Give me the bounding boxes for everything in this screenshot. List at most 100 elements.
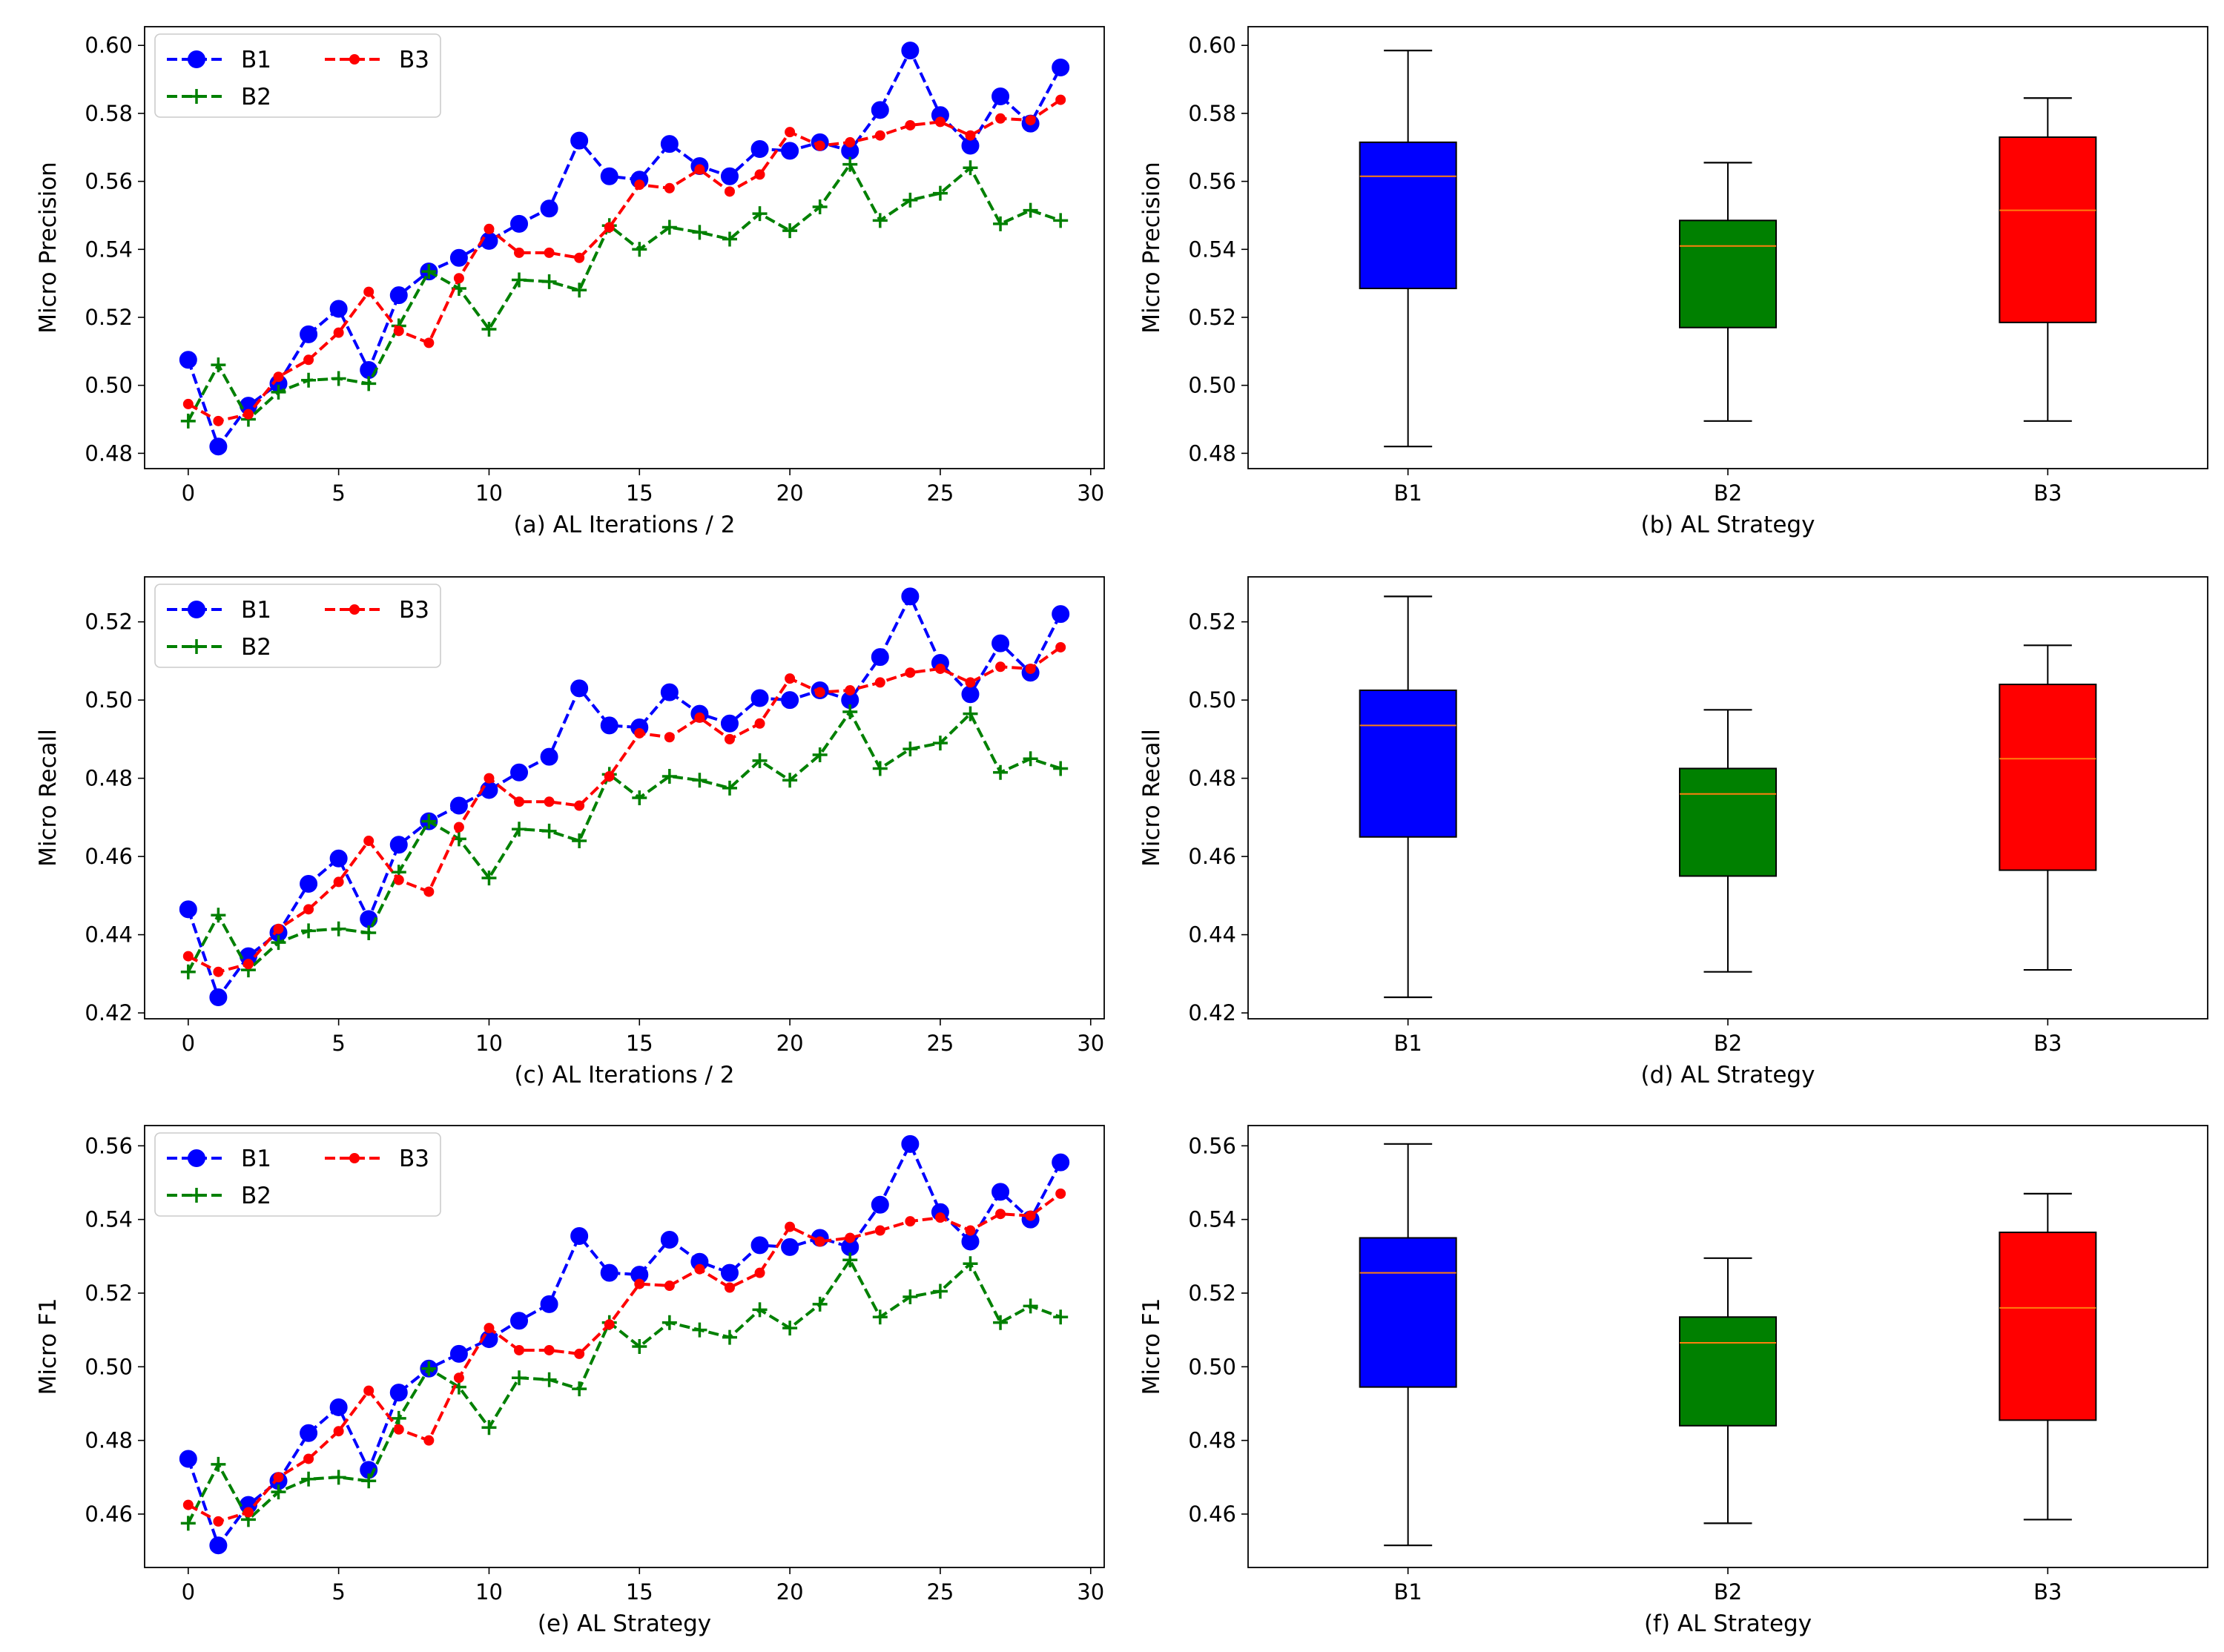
data-point-b3 xyxy=(514,247,525,258)
x-axis-label: (e) AL Strategy xyxy=(538,1610,711,1637)
y-tick-label: 0.52 xyxy=(1188,1281,1236,1306)
y-axis-label: Micro Precision xyxy=(35,162,62,334)
data-point-b1 xyxy=(720,1263,739,1282)
data-point-b2 xyxy=(512,272,527,288)
y-tick-label: 0.60 xyxy=(85,33,133,58)
data-point-b3 xyxy=(213,415,224,426)
data-point-b3 xyxy=(664,1281,675,1292)
data-point-b2 xyxy=(421,1361,437,1376)
data-point-b1 xyxy=(660,135,679,153)
x-tick-label-b1: B1 xyxy=(1393,1579,1422,1605)
y-tick-label: 0.46 xyxy=(85,844,133,869)
y-tick-label: 0.56 xyxy=(85,169,133,194)
data-point-b3 xyxy=(182,951,194,962)
data-point-b1 xyxy=(991,634,1010,652)
data-point-b1 xyxy=(510,1312,529,1330)
data-point-b2 xyxy=(963,160,978,176)
data-point-b3 xyxy=(905,1216,916,1227)
data-point-b2 xyxy=(481,322,497,337)
data-point-b2 xyxy=(872,1309,888,1325)
data-point-b1 xyxy=(781,691,799,710)
box-iqr xyxy=(1359,689,1457,838)
data-point-b2 xyxy=(722,231,737,247)
box-b3 xyxy=(1999,644,2097,971)
x-tick-label-b3: B3 xyxy=(2033,1031,2062,1056)
y-tick-label: 0.48 xyxy=(85,766,133,791)
y-tick-label: 0.46 xyxy=(1188,1501,1236,1527)
data-point-b3 xyxy=(604,1319,615,1330)
data-point-b2 xyxy=(572,1381,587,1397)
data-point-b1 xyxy=(961,685,980,704)
y-tick-label: 0.50 xyxy=(1188,1354,1236,1379)
box-iqr xyxy=(1359,1237,1457,1388)
x-tick-label: 30 xyxy=(1077,480,1104,506)
legend: B1 B2 B3 xyxy=(154,1132,441,1217)
data-point-b2 xyxy=(421,813,437,829)
data-point-b2 xyxy=(1023,1298,1038,1314)
data-point-b2 xyxy=(512,1370,527,1386)
data-point-b2 xyxy=(842,704,858,719)
x-tick-label: 25 xyxy=(926,1031,954,1056)
data-point-b3 xyxy=(905,119,916,130)
data-point-b1 xyxy=(329,849,348,868)
data-point-b1 xyxy=(750,1236,769,1255)
data-point-b1 xyxy=(901,1134,920,1153)
legend-label-b2: B2 xyxy=(241,634,271,661)
data-point-b3 xyxy=(363,286,374,297)
data-point-b1 xyxy=(540,1295,558,1313)
data-point-b2 xyxy=(812,199,828,214)
data-point-b2 xyxy=(331,371,346,386)
plot-frame xyxy=(144,26,1105,469)
data-point-b3 xyxy=(934,663,946,674)
y-tick-label: 0.50 xyxy=(1188,373,1236,398)
data-point-b1 xyxy=(991,87,1010,105)
data-point-b3 xyxy=(874,1225,885,1236)
data-point-b2 xyxy=(481,1420,497,1435)
box-b3 xyxy=(1999,1192,2097,1521)
x-tick-label: 20 xyxy=(776,1031,804,1056)
x-tick-label: 15 xyxy=(626,1579,653,1605)
y-tick-label: 0.56 xyxy=(1188,1133,1236,1158)
legend-box xyxy=(154,33,441,118)
data-point-b2 xyxy=(722,780,737,796)
data-point-b3 xyxy=(874,677,885,688)
data-point-b1 xyxy=(871,1195,889,1214)
data-point-b2 xyxy=(993,216,1009,231)
box-b2 xyxy=(1679,709,1777,973)
data-point-b2 xyxy=(211,908,226,923)
y-tick-label: 0.48 xyxy=(85,1428,133,1453)
y-axis-label: Micro Recall xyxy=(35,729,62,867)
data-point-b1 xyxy=(570,1227,589,1245)
data-point-b2 xyxy=(692,1322,707,1338)
data-point-b2 xyxy=(632,242,647,257)
data-point-b3 xyxy=(514,1344,525,1355)
data-point-b1 xyxy=(209,437,228,456)
x-tick-label: 10 xyxy=(475,1031,503,1056)
x-tick-label: 25 xyxy=(926,1579,954,1605)
x-tick-label: 20 xyxy=(776,1579,804,1605)
x-axis-label: (a) AL Iterations / 2 xyxy=(514,512,736,538)
x-tick-label: 10 xyxy=(475,1579,503,1605)
data-point-b2 xyxy=(481,870,497,886)
data-point-b1 xyxy=(720,167,739,185)
data-point-b2 xyxy=(1053,761,1069,776)
data-point-b3 xyxy=(182,398,194,409)
data-point-b2 xyxy=(963,706,978,721)
y-tick-label: 0.50 xyxy=(85,373,133,398)
box-b1 xyxy=(1359,1143,1457,1547)
data-point-b2 xyxy=(752,206,768,222)
data-point-b1 xyxy=(600,167,618,185)
data-point-b1 xyxy=(1052,59,1070,77)
data-point-b2 xyxy=(180,964,196,979)
panel-c: 0.42 0.44 0.46 0.48 0.50 0.52 0 5 10 15 20 25 30 (c) … xyxy=(35,576,1105,1088)
data-point-b3 xyxy=(724,186,735,197)
x-tick-label: 5 xyxy=(331,1579,345,1605)
data-point-b2 xyxy=(782,223,798,239)
series-b2 xyxy=(180,156,1069,429)
y-tick-label: 0.44 xyxy=(85,922,133,948)
data-point-b3 xyxy=(333,1426,344,1437)
y-tick-label: 0.60 xyxy=(1188,33,1236,58)
data-point-b3 xyxy=(604,222,615,233)
